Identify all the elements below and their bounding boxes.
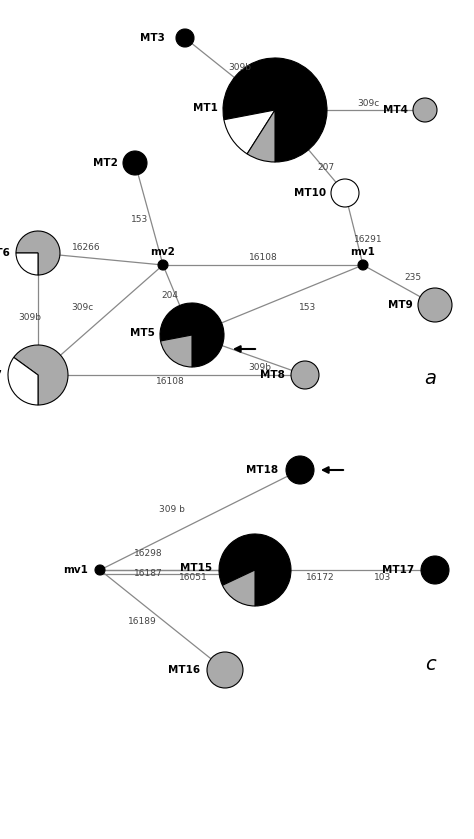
Wedge shape bbox=[16, 231, 60, 275]
Wedge shape bbox=[413, 98, 437, 122]
Wedge shape bbox=[224, 110, 275, 154]
Wedge shape bbox=[358, 260, 368, 270]
Text: mv1: mv1 bbox=[351, 247, 375, 257]
Text: 16108: 16108 bbox=[249, 253, 277, 262]
Text: 16051: 16051 bbox=[179, 574, 207, 582]
Wedge shape bbox=[16, 253, 38, 275]
Wedge shape bbox=[123, 151, 147, 175]
Text: MT16: MT16 bbox=[168, 665, 200, 675]
Text: MT18: MT18 bbox=[246, 465, 278, 475]
Text: MT6: MT6 bbox=[0, 248, 10, 258]
Text: 309b: 309b bbox=[248, 363, 272, 373]
Text: 309c: 309c bbox=[71, 304, 93, 312]
Text: 16187: 16187 bbox=[134, 569, 163, 577]
Text: MT2: MT2 bbox=[93, 158, 118, 168]
Wedge shape bbox=[219, 534, 291, 606]
Text: MT1: MT1 bbox=[193, 103, 218, 113]
Text: 309c: 309c bbox=[357, 100, 379, 108]
Wedge shape bbox=[207, 652, 243, 688]
Wedge shape bbox=[421, 556, 449, 584]
Text: 309b: 309b bbox=[228, 64, 252, 72]
Text: 103: 103 bbox=[374, 574, 392, 582]
Wedge shape bbox=[8, 357, 38, 405]
Text: 16266: 16266 bbox=[72, 243, 100, 253]
Text: 235: 235 bbox=[404, 274, 421, 283]
Text: 204: 204 bbox=[162, 291, 179, 300]
Text: 16172: 16172 bbox=[306, 574, 334, 582]
Wedge shape bbox=[223, 58, 327, 162]
Wedge shape bbox=[331, 179, 359, 207]
Text: 153: 153 bbox=[300, 304, 317, 312]
Text: MT10: MT10 bbox=[294, 188, 326, 198]
Text: c: c bbox=[425, 655, 436, 675]
Wedge shape bbox=[161, 335, 192, 367]
Wedge shape bbox=[286, 456, 314, 484]
Text: 309b: 309b bbox=[18, 314, 42, 322]
Text: MT17: MT17 bbox=[382, 565, 414, 575]
Text: MT9: MT9 bbox=[388, 300, 413, 310]
Text: 16189: 16189 bbox=[128, 618, 156, 627]
Text: MT15: MT15 bbox=[180, 563, 212, 573]
Text: MT4: MT4 bbox=[383, 105, 408, 115]
Wedge shape bbox=[95, 565, 105, 575]
Wedge shape bbox=[176, 29, 194, 47]
Text: 16298: 16298 bbox=[134, 549, 162, 557]
Text: 153: 153 bbox=[131, 216, 149, 225]
Wedge shape bbox=[291, 361, 319, 389]
Wedge shape bbox=[160, 303, 224, 367]
Wedge shape bbox=[222, 570, 255, 606]
Text: 207: 207 bbox=[318, 163, 335, 171]
Wedge shape bbox=[247, 110, 275, 162]
Text: mv1: mv1 bbox=[63, 565, 88, 575]
Text: 16291: 16291 bbox=[354, 236, 383, 244]
Text: mv2: mv2 bbox=[151, 247, 175, 257]
Text: MT7: MT7 bbox=[0, 370, 2, 380]
Wedge shape bbox=[418, 288, 452, 322]
Text: a: a bbox=[424, 368, 436, 388]
Text: MT8: MT8 bbox=[260, 370, 285, 380]
Wedge shape bbox=[14, 345, 68, 405]
Text: 16108: 16108 bbox=[155, 378, 184, 387]
Text: 309 b: 309 b bbox=[159, 506, 185, 514]
Text: MT5: MT5 bbox=[130, 328, 155, 338]
Wedge shape bbox=[158, 260, 168, 270]
Text: MT3: MT3 bbox=[140, 33, 165, 43]
